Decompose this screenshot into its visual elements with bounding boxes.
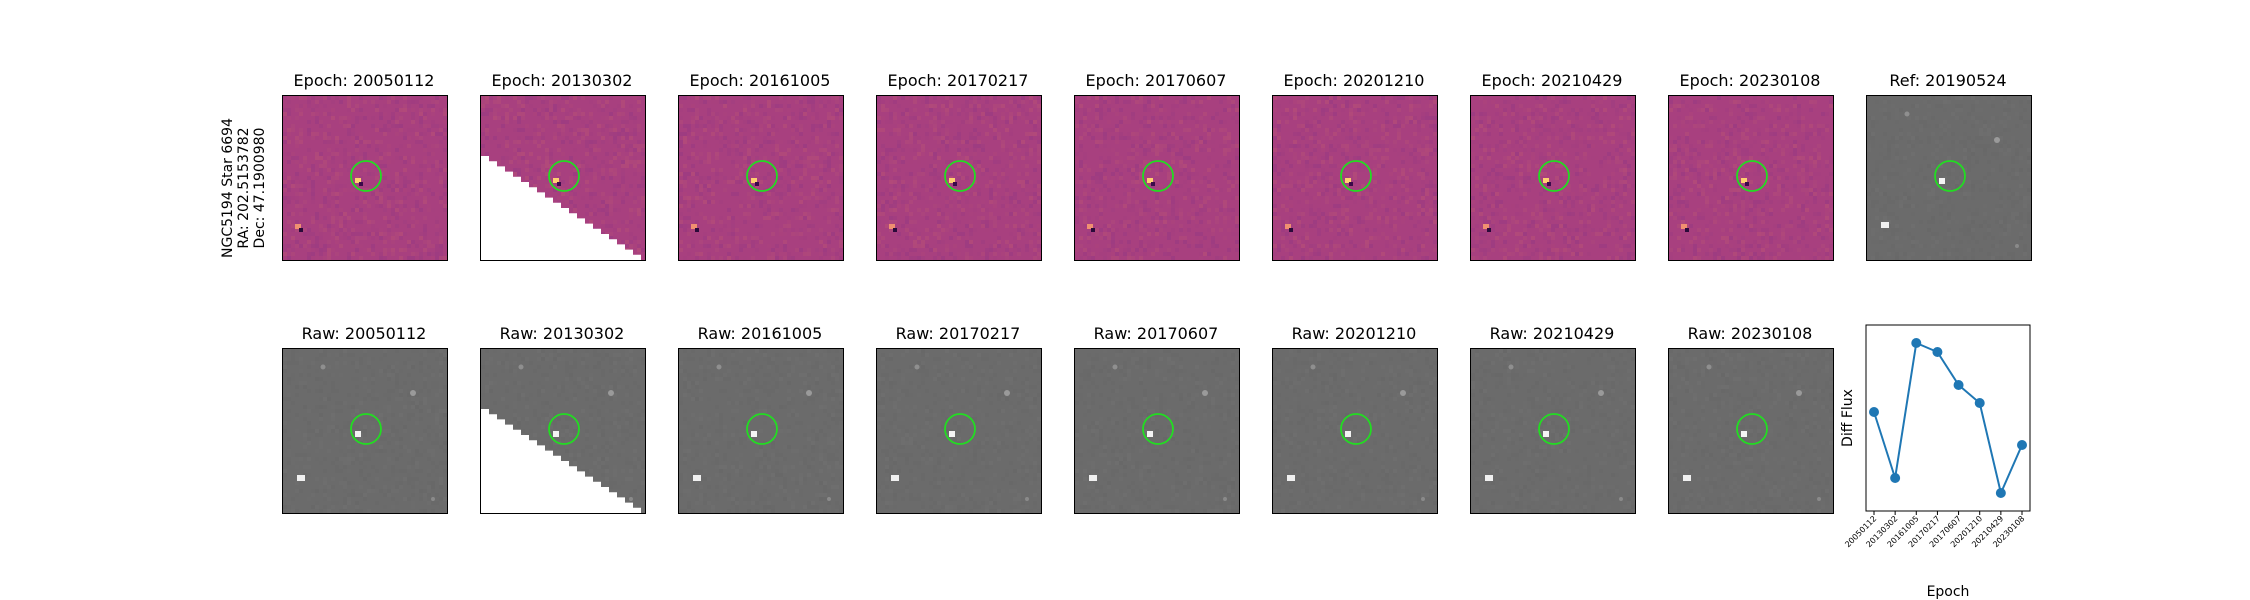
target-info-label: NGC5194 Star 6694 RA: 202.5153782 Dec: 4… <box>220 108 268 268</box>
difference-image <box>282 95 448 261</box>
panel-title: Raw: 20161005 <box>697 324 823 343</box>
difference-image <box>1074 95 1240 261</box>
aperture-circle <box>944 160 976 192</box>
aperture-circle <box>350 160 382 192</box>
data-point <box>1953 380 1964 390</box>
target-dec: Dec: 47.1900980 <box>252 128 268 249</box>
grayscale-image <box>282 348 448 514</box>
panel-title: Raw: 20050112 <box>301 324 427 343</box>
series-line <box>1873 341 2023 497</box>
grayscale-image <box>480 348 646 514</box>
panel-title: Epoch: 20230108 <box>1679 71 1821 90</box>
aperture-circle <box>746 160 778 192</box>
panel-title: Epoch: 20161005 <box>689 71 831 90</box>
aperture-circle <box>1934 160 1966 192</box>
chart-axes-frame <box>1865 324 2031 512</box>
panel-title: Epoch: 20130302 <box>491 71 633 90</box>
data-point <box>1974 398 1985 408</box>
light-curve-chart: 2005011220130302201610052017021720170607… <box>1840 324 2031 600</box>
y-axis-label: Diff Flux <box>1840 389 1856 447</box>
difference-image <box>1668 95 1834 261</box>
grayscale-image <box>678 348 844 514</box>
aperture-circle <box>1340 413 1372 445</box>
aperture-circle <box>548 413 580 445</box>
panel-title: Raw: 20210429 <box>1489 324 1615 343</box>
aperture-circle <box>1736 413 1768 445</box>
aperture-circle <box>1142 160 1174 192</box>
aperture-circle <box>1538 413 1570 445</box>
panel-title: Epoch: 20050112 <box>293 71 435 90</box>
aperture-circle <box>746 413 778 445</box>
aperture-circle <box>1538 160 1570 192</box>
aperture-circle <box>350 413 382 445</box>
panel-title: Raw: 20201210 <box>1291 324 1417 343</box>
data-point <box>1869 407 1879 417</box>
difference-image <box>678 95 844 261</box>
panel-title: Raw: 20230108 <box>1687 324 1813 343</box>
data-point <box>1995 488 2006 498</box>
aperture-circle <box>1736 160 1768 192</box>
aperture-circle <box>548 160 580 192</box>
panel-title: Epoch: 20210429 <box>1481 71 1623 90</box>
grayscale-image <box>1074 348 1240 514</box>
x-axis-label: Epoch <box>1927 584 1970 600</box>
target-ra: RA: 202.5153782 <box>236 127 252 248</box>
data-point <box>1911 338 1922 348</box>
difference-image <box>480 95 646 261</box>
difference-image <box>1470 95 1636 261</box>
data-point <box>2017 440 2027 450</box>
panel-title: Raw: 20170217 <box>895 324 1021 343</box>
aperture-circle <box>1340 160 1372 192</box>
panel-title: Ref: 20190524 <box>1889 71 2007 90</box>
panel-title: Epoch: 20201210 <box>1283 71 1425 90</box>
grayscale-image <box>1668 348 1834 514</box>
data-point <box>1890 473 1901 483</box>
target-name: NGC5194 Star 6694 <box>220 118 236 258</box>
panel-title: Raw: 20170607 <box>1093 324 1219 343</box>
difference-image <box>1272 95 1438 261</box>
panel-title: Epoch: 20170217 <box>887 71 1029 90</box>
data-point <box>1932 347 1943 357</box>
aperture-circle <box>944 413 976 445</box>
panel-title: Raw: 20130302 <box>499 324 625 343</box>
grayscale-image <box>1866 95 2032 261</box>
grayscale-image <box>876 348 1042 514</box>
panel-title: Epoch: 20170607 <box>1085 71 1227 90</box>
grayscale-image <box>1470 348 1636 514</box>
difference-image <box>876 95 1042 261</box>
aperture-circle <box>1142 413 1174 445</box>
grayscale-image <box>1272 348 1438 514</box>
